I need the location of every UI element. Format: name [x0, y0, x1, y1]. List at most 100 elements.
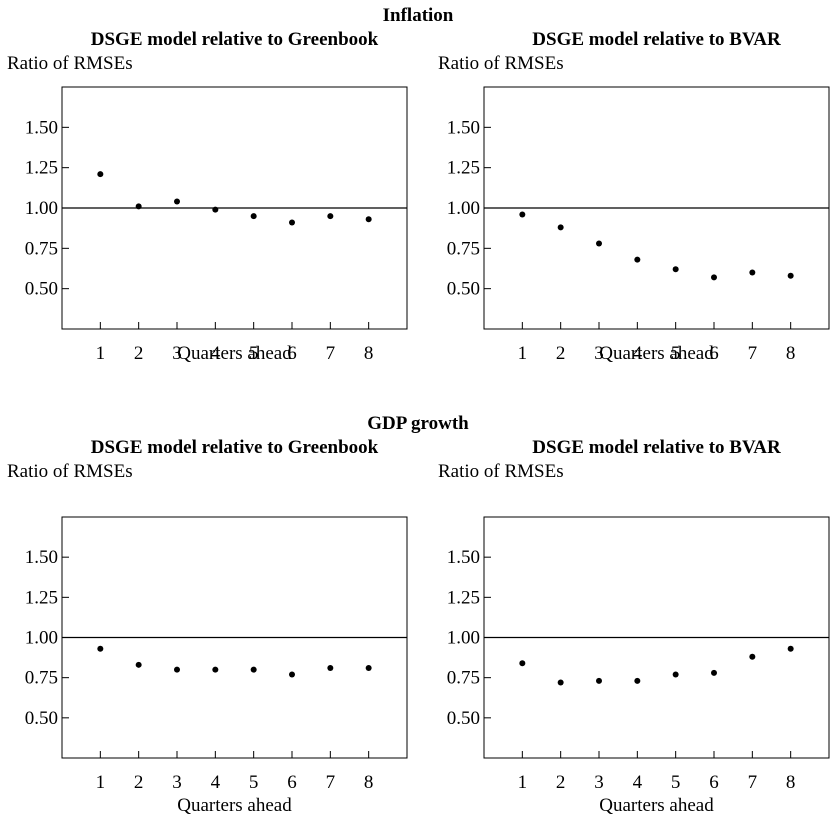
x-tick-label: 2 — [556, 343, 566, 364]
panel-title: DSGE model relative to Greenbook — [90, 437, 379, 458]
x-tick-label: 3 — [172, 343, 182, 364]
data-point — [327, 213, 334, 220]
data-point — [212, 666, 219, 673]
x-tick-label: 1 — [96, 772, 106, 793]
y-tick-label: 0.50 — [447, 279, 480, 300]
data-point — [365, 665, 372, 672]
x-axis-label: Quarters ahead — [599, 343, 714, 364]
y-tick-label: 1.00 — [447, 628, 480, 649]
y-tick-label: 1.50 — [447, 117, 480, 138]
x-tick-label: 8 — [786, 343, 796, 364]
x-tick-label: 7 — [326, 772, 336, 793]
data-point — [557, 224, 564, 231]
x-tick-label: 4 — [633, 343, 643, 364]
data-point — [289, 671, 295, 678]
data-point — [634, 256, 641, 263]
y-tick-label: 1.00 — [25, 628, 58, 649]
section-title-inflation: Inflation — [382, 5, 454, 26]
data-point — [596, 240, 602, 247]
data-point — [711, 274, 717, 281]
x-tick-label: 2 — [556, 772, 566, 793]
x-tick-label: 6 — [709, 343, 719, 364]
x-axis-label: Quarters ahead — [177, 343, 292, 364]
x-tick-label: 3 — [172, 772, 182, 793]
y-axis-label: Ratio of RMSEs — [438, 53, 564, 74]
section-title-gdp-growth: GDP growth — [367, 413, 469, 434]
x-tick-label: 2 — [134, 343, 144, 364]
x-tick-label: 1 — [96, 343, 106, 364]
data-point — [711, 669, 717, 676]
y-tick-label: 0.75 — [25, 668, 58, 689]
y-tick-label: 1.00 — [447, 198, 480, 219]
y-tick-label: 0.75 — [25, 238, 58, 259]
data-point — [365, 216, 372, 223]
data-point — [97, 645, 104, 652]
y-tick-label: 0.75 — [447, 238, 480, 259]
y-tick-label: 1.50 — [25, 117, 58, 138]
y-tick-label: 0.50 — [25, 708, 58, 729]
x-tick-label: 7 — [748, 772, 758, 793]
x-tick-label: 4 — [211, 343, 221, 364]
data-point — [212, 206, 219, 213]
data-point — [749, 653, 756, 660]
x-tick-label: 6 — [709, 772, 719, 793]
y-axis-label: Ratio of RMSEs — [7, 53, 133, 74]
x-tick-label: 5 — [249, 343, 259, 364]
data-point — [787, 645, 794, 652]
y-tick-label: 1.25 — [447, 587, 480, 608]
x-tick-label: 8 — [364, 343, 374, 364]
data-point — [519, 211, 526, 218]
x-tick-label: 6 — [287, 772, 297, 793]
x-tick-label: 3 — [594, 772, 604, 793]
data-point — [97, 171, 104, 178]
data-point — [672, 671, 679, 678]
data-point — [749, 269, 756, 276]
x-tick-label: 2 — [134, 772, 144, 793]
x-tick-label: 7 — [748, 343, 758, 364]
data-point — [250, 213, 257, 220]
data-point — [634, 677, 641, 684]
x-tick-label: 4 — [633, 772, 643, 793]
data-point — [596, 677, 602, 684]
x-tick-label: 7 — [326, 343, 336, 364]
data-point — [174, 666, 180, 673]
x-axis-label: Quarters ahead — [599, 795, 714, 816]
data-point — [672, 266, 679, 273]
y-tick-label: 1.50 — [447, 547, 480, 568]
y-tick-label: 1.50 — [25, 547, 58, 568]
x-tick-label: 3 — [594, 343, 604, 364]
y-tick-label: 0.75 — [447, 668, 480, 689]
data-point — [289, 219, 295, 226]
y-axis-label: Ratio of RMSEs — [7, 461, 133, 482]
data-point — [250, 666, 257, 673]
x-tick-label: 8 — [364, 772, 374, 793]
x-tick-label: 4 — [211, 772, 221, 793]
x-tick-label: 6 — [287, 343, 297, 364]
data-point — [135, 203, 142, 210]
y-tick-label: 0.50 — [25, 279, 58, 300]
data-point — [174, 198, 180, 205]
y-tick-label: 1.25 — [447, 158, 480, 179]
data-point — [557, 679, 564, 686]
y-tick-label: 1.00 — [25, 198, 58, 219]
data-point — [327, 665, 334, 672]
x-tick-label: 5 — [671, 343, 681, 364]
y-tick-label: 1.25 — [25, 587, 58, 608]
x-tick-label: 1 — [518, 343, 528, 364]
data-point — [519, 660, 526, 667]
data-point — [135, 661, 142, 668]
x-tick-label: 5 — [671, 772, 681, 793]
y-axis-label: Ratio of RMSEs — [438, 461, 564, 482]
x-tick-label: 1 — [518, 772, 528, 793]
panel-title: DSGE model relative to Greenbook — [90, 29, 379, 50]
y-tick-label: 1.25 — [25, 158, 58, 179]
data-point — [787, 272, 794, 279]
panel-title: DSGE model relative to BVAR — [532, 29, 781, 50]
x-axis-label: Quarters ahead — [177, 795, 292, 816]
x-tick-label: 8 — [786, 772, 796, 793]
y-tick-label: 0.50 — [447, 708, 480, 729]
